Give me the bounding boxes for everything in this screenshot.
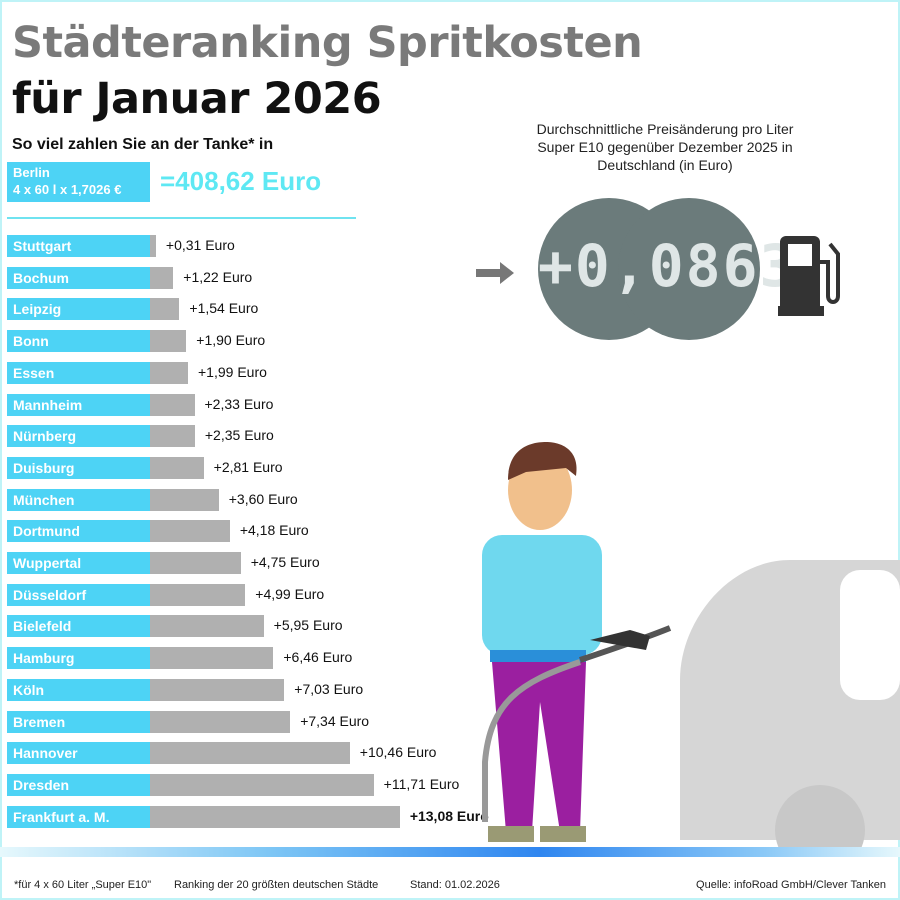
- berlin-box: Berlin 4 x 60 l x 1,7026 €: [7, 162, 150, 202]
- bar: [150, 235, 156, 257]
- ranking-note: Ranking der 20 größten deutschen Städte: [174, 879, 379, 891]
- city-label: Essen: [7, 361, 150, 384]
- bar: [150, 678, 285, 701]
- divider: [7, 217, 356, 219]
- subtitle: So viel zahlen Sie an der Tanke* in: [12, 136, 274, 153]
- city-label: Bielefeld: [7, 615, 150, 638]
- bar-value-label: +0,31 Euro: [165, 237, 235, 253]
- bar: [150, 488, 219, 511]
- berlin-city: Berlin: [13, 165, 50, 180]
- arrow-right-icon: [476, 262, 514, 284]
- bar: [150, 583, 246, 606]
- city-label: Frankfurt a. M.: [7, 805, 150, 828]
- bar: [150, 361, 188, 384]
- bar: [150, 393, 195, 416]
- bar-value-label: +2,81 Euro: [213, 458, 283, 475]
- city-label: Düsseldorf: [7, 583, 150, 606]
- bar: [150, 773, 374, 796]
- bar: [150, 710, 291, 733]
- bar: [150, 266, 174, 289]
- fuel-pump-icon: [778, 236, 840, 316]
- city-label: Hannover: [7, 742, 150, 765]
- bar-value-label: +10,46 Euro: [359, 744, 437, 761]
- city-label: Dresden: [7, 773, 150, 796]
- bar-value-label: +2,33 Euro: [204, 395, 274, 412]
- berlin-total: =408,62 Euro: [160, 166, 322, 196]
- bar-value-label: +1,22 Euro: [183, 268, 253, 285]
- title-line-1: Städteranking Spritkosten: [12, 18, 643, 68]
- city-label: München: [7, 488, 150, 511]
- bar: [150, 425, 195, 448]
- bar: [150, 330, 187, 353]
- city-label: Dortmund: [7, 520, 150, 543]
- berlin-formula: 4 x 60 l x 1,7026 €: [13, 182, 122, 197]
- bar-value-label: +2,35 Euro: [204, 427, 274, 444]
- bar: [150, 805, 400, 828]
- city-label: Mannheim: [7, 393, 150, 416]
- bar-value-label: +1,54 Euro: [189, 300, 259, 317]
- city-label: Bonn: [7, 330, 150, 353]
- bar: [150, 456, 204, 479]
- city-label: Köln: [7, 678, 150, 701]
- footnote: *für 4 x 60 Liter „Super E10": [14, 879, 152, 891]
- city-label: Nürnberg: [7, 425, 150, 448]
- city-label: Duisburg: [7, 456, 150, 479]
- bar-value-label: +6,46 Euro: [283, 649, 353, 666]
- bar: [150, 615, 264, 638]
- city-label: Hamburg: [7, 647, 150, 670]
- bar-value-label: +13,08 Euro: [409, 807, 489, 824]
- city-label: Leipzig: [7, 298, 150, 321]
- bar: [150, 742, 350, 765]
- gauge-title: Durchschnittliche Preisänderung pro Lite…: [536, 121, 794, 173]
- bar-value-label: +1,99 Euro: [198, 363, 267, 380]
- decorative-stripe: [0, 847, 900, 857]
- bar-value-label: +4,99 Euro: [255, 585, 325, 602]
- illustration-person-car: [482, 442, 900, 850]
- bar-value-label: +3,60 Euro: [228, 490, 298, 507]
- bar-value-label: +7,03 Euro: [294, 680, 364, 697]
- bar-value-label: +1,90 Euro: [196, 332, 266, 349]
- bar-value-label: +4,18 Euro: [239, 522, 309, 539]
- bar: [150, 552, 241, 574]
- price-change-value: +0,0863: [538, 232, 797, 300]
- date-note: Stand: 01.02.2026: [410, 879, 500, 891]
- bar-value-label: +5,95 Euro: [273, 617, 343, 634]
- title-line-2: für Januar 2026: [12, 74, 382, 124]
- city-label: Stuttgart: [7, 235, 150, 257]
- bar: [150, 520, 230, 543]
- bar-value-label: +11,71 Euro: [383, 775, 460, 792]
- bar-value-label: +4,75 Euro: [250, 554, 320, 570]
- source-note: Quelle: infoRoad GmbH/Clever Tanken: [696, 879, 886, 891]
- city-label: Wuppertal: [7, 552, 150, 574]
- price-change-display: +0,0863: [538, 198, 797, 340]
- bar-value-label: +7,34 Euro: [300, 712, 370, 729]
- city-label: Bremen: [7, 710, 150, 733]
- bar: [150, 298, 180, 321]
- bar: [150, 647, 274, 670]
- city-label: Bochum: [7, 266, 150, 289]
